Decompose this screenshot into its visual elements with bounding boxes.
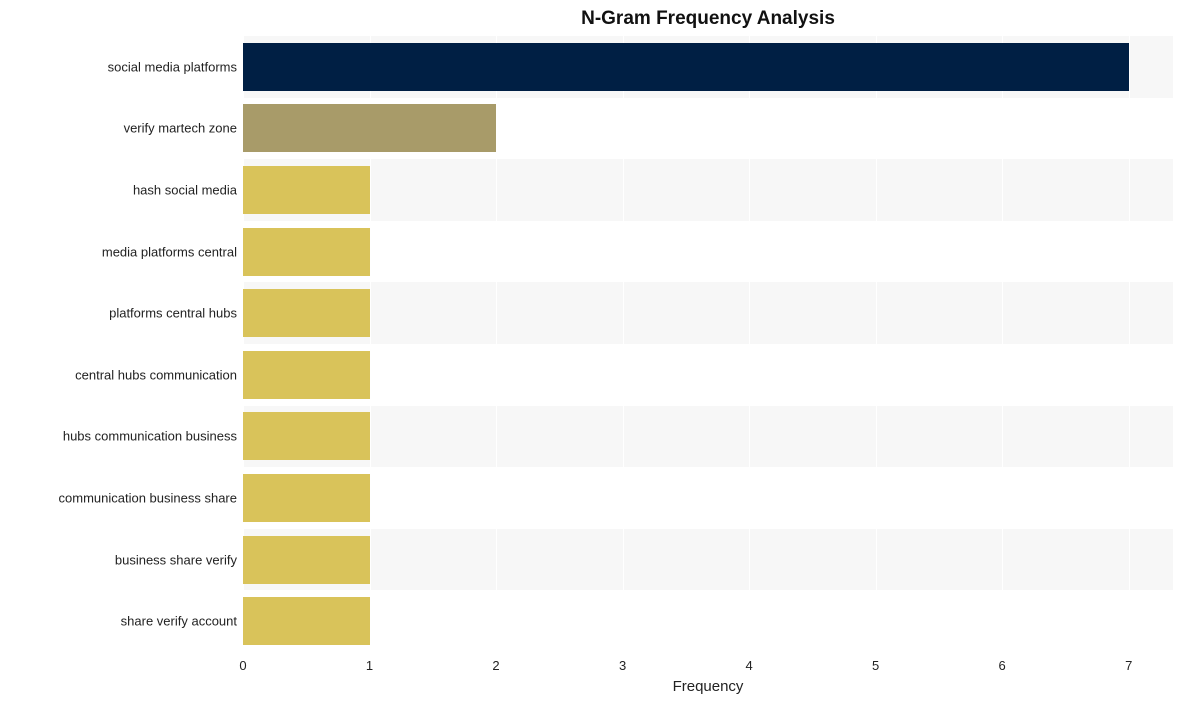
grid-band — [243, 282, 1173, 344]
grid-vline — [623, 36, 624, 652]
y-tick-label: platforms central hubs — [109, 306, 243, 321]
bar — [243, 474, 370, 522]
grid-band — [243, 529, 1173, 591]
x-axis-label: Frequency — [243, 678, 1173, 695]
grid-vline — [876, 36, 877, 652]
grid-band — [243, 590, 1173, 652]
x-tick-label: 3 — [619, 652, 626, 673]
y-tick-label: hash social media — [133, 183, 243, 198]
x-tick-label: 1 — [366, 652, 373, 673]
chart-title: N-Gram Frequency Analysis — [243, 8, 1173, 30]
y-tick-label: hubs communication business — [63, 429, 243, 444]
bar — [243, 43, 1129, 91]
bar — [243, 412, 370, 460]
grid-vline — [1002, 36, 1003, 652]
bar — [243, 597, 370, 645]
y-tick-label: communication business share — [59, 491, 243, 506]
grid-vline — [496, 36, 497, 652]
grid-band — [243, 344, 1173, 406]
grid-vline — [1129, 36, 1130, 652]
x-tick-label: 7 — [1125, 652, 1132, 673]
bar — [243, 104, 496, 152]
grid-vline — [749, 36, 750, 652]
plot-area: social media platformsverify martech zon… — [243, 36, 1173, 652]
bar — [243, 289, 370, 337]
y-tick-label: business share verify — [115, 552, 243, 567]
x-tick-label: 6 — [999, 652, 1006, 673]
y-tick-label: share verify account — [121, 614, 243, 629]
grid-band — [243, 467, 1173, 529]
y-tick-label: media platforms central — [102, 244, 243, 259]
bar — [243, 536, 370, 584]
grid-band — [243, 221, 1173, 283]
grid-band — [243, 406, 1173, 468]
y-tick-label: central hubs communication — [75, 367, 243, 382]
x-tick-label: 0 — [239, 652, 246, 673]
ngram-chart: N-Gram Frequency Analysis social media p… — [0, 0, 1183, 701]
x-tick-label: 4 — [745, 652, 752, 673]
grid-band — [243, 159, 1173, 221]
bar — [243, 166, 370, 214]
bar — [243, 351, 370, 399]
y-tick-label: social media platforms — [108, 59, 243, 74]
x-tick-label: 2 — [492, 652, 499, 673]
bar — [243, 228, 370, 276]
x-tick-label: 5 — [872, 652, 879, 673]
y-tick-label: verify martech zone — [124, 121, 243, 136]
